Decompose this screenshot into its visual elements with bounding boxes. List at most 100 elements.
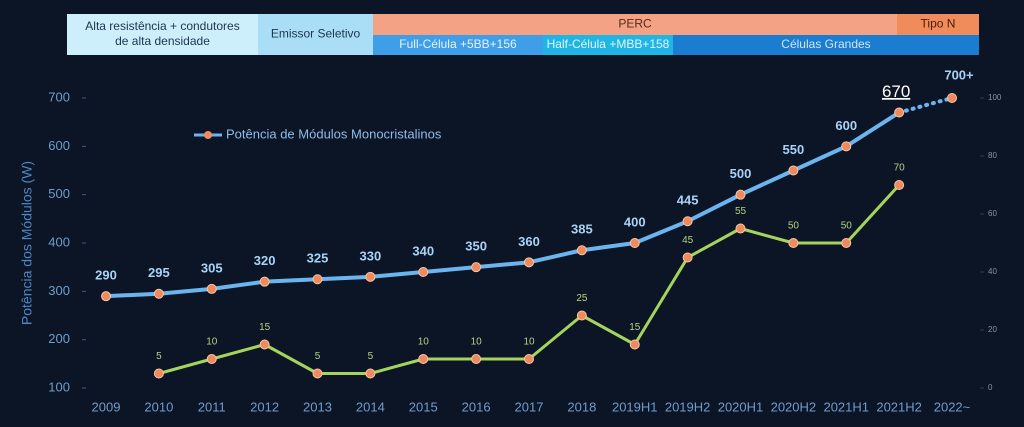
marker: [153, 368, 164, 379]
x-tick-label: 2018: [567, 399, 596, 414]
value-label: 330: [360, 248, 382, 263]
value-label: 340: [412, 243, 434, 258]
banner-label: Emissor Seletivo: [271, 27, 361, 41]
marker: [788, 165, 799, 176]
x-tick-label: 2009: [92, 399, 121, 414]
marker: [259, 276, 270, 287]
marker: [788, 238, 799, 248]
value-label: 290: [95, 268, 117, 283]
line-segment: [368, 357, 425, 375]
value-label: 5: [315, 351, 321, 362]
banner-label: de alta densidade: [115, 34, 210, 48]
marker: [576, 310, 587, 321]
line-segment: [739, 227, 795, 245]
value-label: 305: [201, 260, 223, 275]
value-label: 50: [841, 221, 853, 232]
value-label: 360: [518, 234, 540, 249]
value-label: 500: [730, 166, 752, 181]
banner-cell: [258, 14, 373, 55]
line-segment: [474, 260, 531, 270]
y-tick-label: 100: [48, 379, 70, 394]
marker: [153, 288, 164, 299]
x-tick-label: 2021H1: [823, 399, 869, 414]
y-tick-label: 300: [48, 283, 70, 298]
marker: [524, 257, 534, 268]
marker: [629, 238, 640, 248]
value-label: 15: [259, 322, 271, 333]
value-label: 5: [156, 351, 162, 362]
marker: [576, 245, 587, 256]
y-axis-label: Potência dos Módulos (W): [19, 161, 35, 325]
marker: [365, 368, 376, 379]
legend-marker: [204, 131, 212, 139]
value-label: 25: [576, 293, 588, 304]
value-label: 600: [835, 118, 857, 133]
banner-label: Full-Célula +5BB+156: [399, 37, 517, 51]
line-segment: [579, 241, 637, 253]
value-label: 350: [465, 239, 487, 254]
line-segment: [157, 357, 214, 375]
line-segment: [210, 343, 267, 361]
y2-tick-label: 60: [988, 209, 997, 218]
y-tick-label: 200: [48, 331, 70, 346]
banner-cell: [543, 35, 673, 55]
value-label: 10: [471, 337, 483, 348]
marker: [418, 267, 429, 277]
line-segment: [633, 256, 690, 346]
marker: [418, 354, 429, 364]
value-label: 445: [677, 193, 699, 208]
value-label: 55: [735, 206, 747, 217]
marker: [894, 107, 905, 118]
marker: [841, 238, 852, 248]
value-label: 385: [571, 222, 593, 237]
line-segment: [368, 270, 426, 279]
banner-label: Half-Célula +MBB+158: [547, 37, 670, 51]
y-tick-label: 700: [48, 89, 70, 104]
y-tick-label: 600: [48, 138, 70, 153]
y2-tick-label: 0: [988, 383, 993, 392]
marker: [101, 291, 111, 302]
marker: [682, 252, 693, 263]
x-tick-label: 2020H1: [718, 399, 764, 414]
value-label: 325: [307, 251, 329, 266]
value-label: 670: [882, 82, 910, 101]
marker: [629, 339, 640, 350]
y2-tick-label: 20: [988, 325, 997, 334]
line-segment: [263, 343, 319, 375]
marker: [735, 223, 746, 234]
marker: [735, 189, 746, 200]
marker: [524, 354, 534, 364]
x-tick-label: 2019H2: [665, 399, 711, 414]
marker: [471, 262, 482, 273]
y2-tick-label: 80: [988, 151, 997, 160]
marker: [947, 93, 957, 103]
value-label: 295: [148, 265, 170, 280]
value-label: 70: [894, 163, 906, 174]
marker: [206, 354, 217, 364]
value-label: 15: [629, 322, 641, 333]
marker: [841, 141, 852, 152]
y2-tick-label: 100: [988, 93, 1002, 102]
banner-cell: [67, 14, 258, 55]
line-segment: [685, 192, 743, 224]
marker: [259, 339, 270, 350]
banner-label: Células Grandes: [781, 37, 870, 51]
line-segment: [156, 286, 214, 296]
banner-cell: [897, 14, 979, 35]
y-tick-label: 500: [48, 186, 70, 201]
value-label: 50: [788, 221, 800, 232]
x-tick-label: 2011: [198, 399, 226, 414]
legend-label: Potência de Módulos Monocristalinos: [226, 126, 442, 141]
line-segment: [527, 248, 584, 265]
line-segment: [421, 265, 479, 274]
line-segment: [262, 277, 320, 284]
banner-label: Tipo N: [921, 17, 956, 31]
value-label: 10: [206, 337, 218, 348]
marker: [894, 180, 905, 190]
x-tick-label: 2010: [144, 399, 173, 414]
y2-tick-label: 40: [988, 267, 997, 276]
x-tick-label: 2014: [356, 399, 385, 414]
